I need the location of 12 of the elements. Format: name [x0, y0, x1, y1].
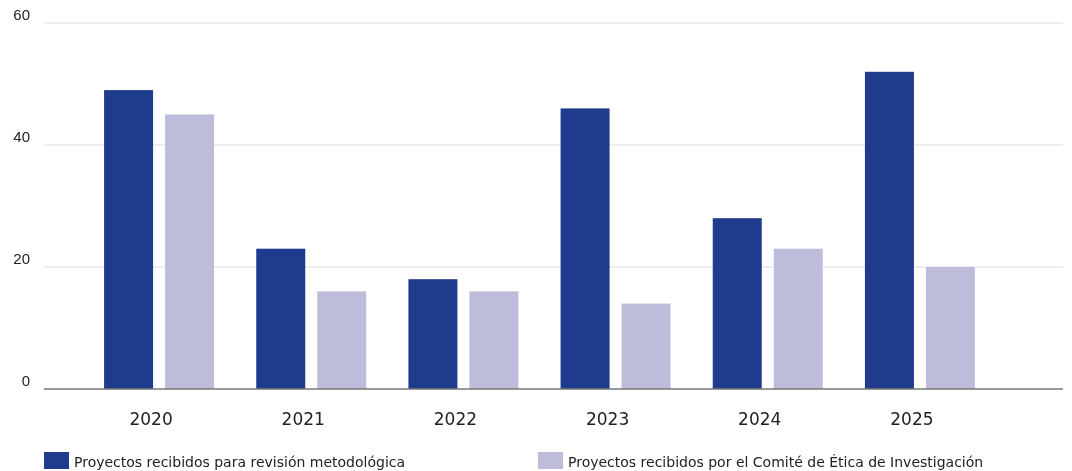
legend-label: Proyectos recibidos para revisión metodológica	[74, 454, 406, 470]
x-tick-label: 2024	[738, 409, 782, 429]
y-tick-label: 40	[13, 128, 30, 145]
y-tick-label: 60	[13, 6, 30, 23]
y-tick-label: 20	[13, 250, 30, 267]
x-tick-label: 2020	[129, 409, 173, 429]
x-tick-label: 2023	[585, 409, 630, 429]
x-tick-label: 2022	[433, 409, 478, 429]
legend-label: Proyectos recibidos por el Comité de Ética de Investigación	[568, 454, 984, 470]
y-tick-label: 0	[21, 372, 30, 389]
x-tick-label: 2025	[890, 409, 934, 429]
x-tick-label: 2021	[281, 409, 325, 429]
